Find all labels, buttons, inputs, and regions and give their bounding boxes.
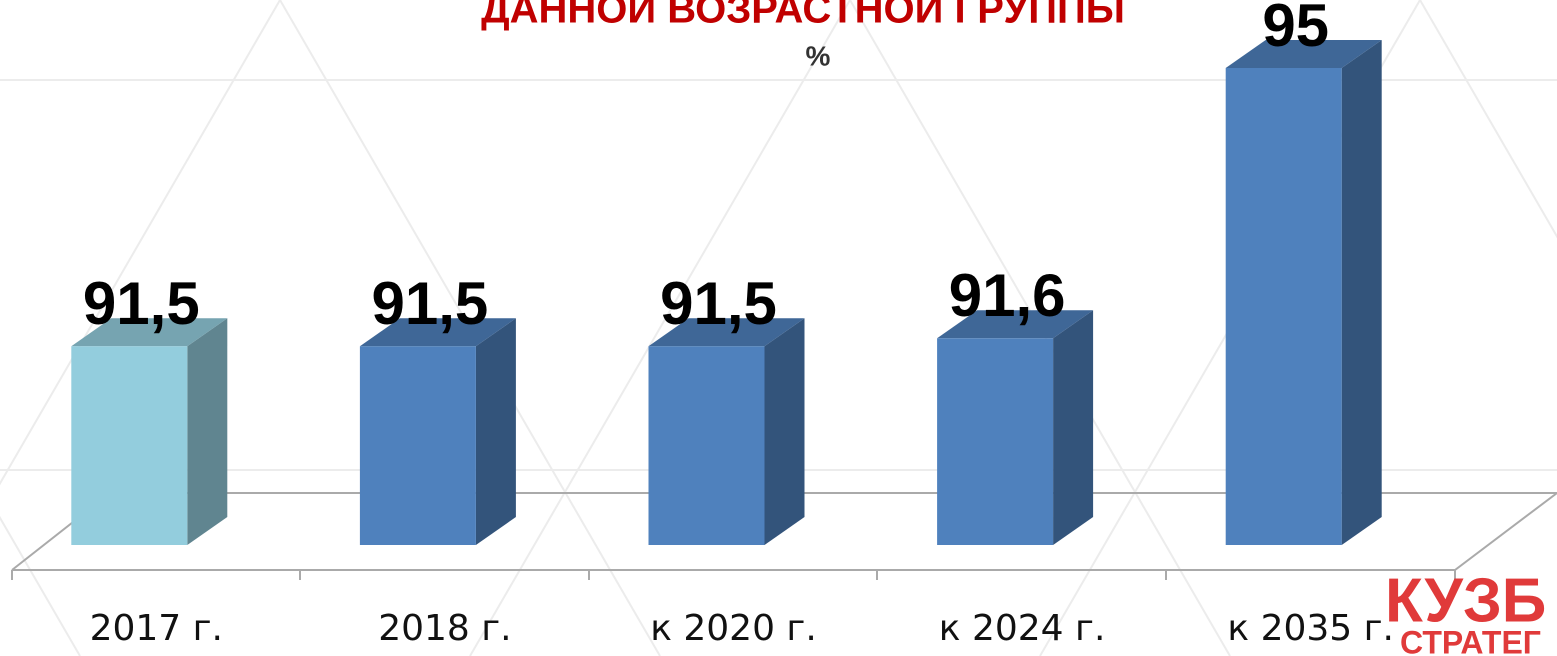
bar-top bbox=[71, 318, 228, 347]
bar-side bbox=[764, 318, 805, 545]
value-label: 91,5 bbox=[83, 270, 200, 337]
bar-side bbox=[1341, 40, 1382, 545]
chart-subtitle: % bbox=[806, 40, 831, 71]
value-label: 91,6 bbox=[949, 262, 1066, 329]
x-tick-label: к 2020 г. bbox=[650, 608, 817, 649]
bar bbox=[1225, 68, 1342, 545]
x-tick-label: к 2035 г. bbox=[1227, 608, 1394, 649]
x-tick-label: к 2024 г. bbox=[939, 608, 1106, 649]
logo-line2: СТРАТЕГ bbox=[1400, 624, 1541, 656]
bar-side bbox=[1053, 310, 1094, 545]
bar bbox=[648, 346, 765, 545]
chart-title: ДАННОЙ ВОЗРАСТНОЙ ГРУППЫ bbox=[481, 0, 1125, 32]
logo-line1: КУЗБ bbox=[1385, 566, 1546, 635]
bar-top bbox=[1225, 40, 1382, 68]
bar-top bbox=[359, 318, 516, 347]
value-label: 91,5 bbox=[372, 270, 489, 337]
bar bbox=[359, 346, 476, 545]
bar bbox=[937, 338, 1054, 545]
bar-side bbox=[187, 318, 228, 545]
value-label: 91,5 bbox=[660, 270, 777, 337]
x-tick-label: 2018 г. bbox=[378, 608, 511, 649]
bar-top bbox=[937, 310, 1094, 339]
x-tick-label: 2017 г. bbox=[90, 608, 223, 649]
value-label: 95 bbox=[1262, 0, 1329, 59]
bar bbox=[71, 346, 188, 545]
bar-top bbox=[648, 318, 805, 347]
bar-side bbox=[475, 318, 516, 545]
